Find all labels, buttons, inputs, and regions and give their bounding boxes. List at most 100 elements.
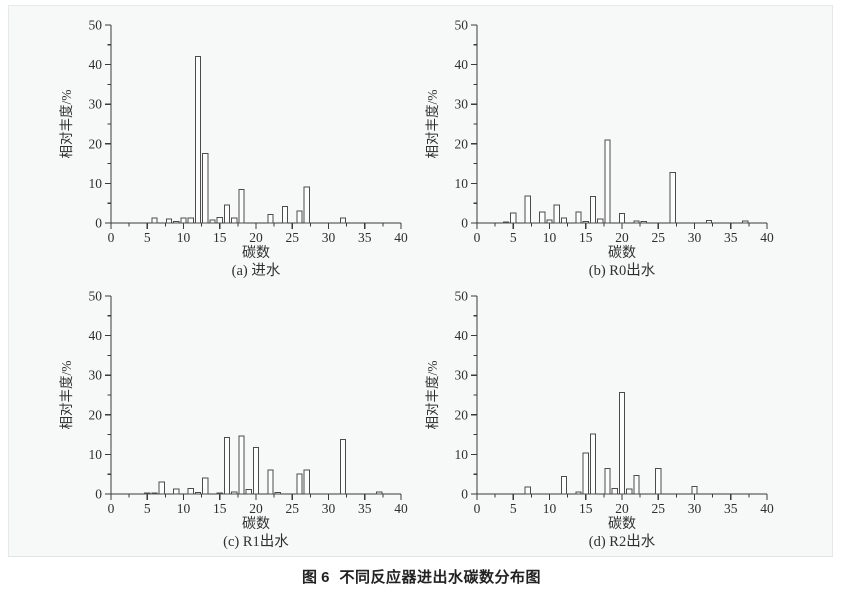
svg-text:35: 35 — [724, 230, 738, 245]
svg-text:20: 20 — [249, 230, 263, 245]
svg-text:40: 40 — [454, 57, 468, 72]
bar — [603, 467, 611, 495]
bar — [339, 438, 346, 495]
subplot-title: (b) R0出水 — [588, 262, 655, 279]
svg-text:20: 20 — [615, 501, 629, 516]
bar — [216, 492, 223, 495]
bar — [295, 473, 303, 495]
bars — [502, 139, 748, 224]
bar — [237, 189, 245, 224]
svg-text:20: 20 — [454, 407, 468, 422]
chart-d-r2-effluent: 0 5 10 15 20 25 30 35 40 0 10 20 30 40 50 碳数 相对丰度/% (d) R… — [425, 289, 774, 551]
svg-text:5: 5 — [143, 230, 150, 245]
bar — [194, 56, 201, 224]
subplot-title: (d) R2出水 — [588, 533, 655, 550]
svg-text:40: 40 — [760, 230, 774, 245]
bar — [611, 488, 618, 495]
bar — [741, 220, 748, 224]
svg-text:40: 40 — [454, 328, 468, 343]
tick-labels: 0 5 10 15 20 25 30 35 40 0 10 20 30 40 50 — [454, 18, 774, 246]
bar — [538, 211, 545, 224]
svg-text:15: 15 — [579, 230, 593, 245]
svg-text:5: 5 — [509, 501, 516, 516]
bar — [654, 467, 661, 495]
bar — [582, 220, 589, 224]
chart-c-r1-effluent: 0 5 10 15 20 25 30 35 40 0 10 20 30 40 50 碳数 相对丰度/% (c) R… — [59, 289, 408, 551]
y-axis-label: 相对丰度/% — [59, 361, 74, 430]
x-axis-label: 碳数 — [242, 516, 270, 532]
svg-text:15: 15 — [579, 501, 593, 516]
bar — [669, 171, 676, 224]
bar — [194, 491, 201, 495]
svg-text:35: 35 — [358, 230, 372, 245]
svg-text:0: 0 — [473, 501, 480, 516]
y-axis-label: 相对丰度/% — [59, 90, 74, 159]
bars — [150, 56, 346, 224]
svg-text:15: 15 — [213, 501, 227, 516]
tick-labels: 0 5 10 15 20 25 30 35 40 0 10 20 30 40 50 — [88, 289, 408, 517]
svg-text:30: 30 — [321, 230, 335, 245]
svg-text:35: 35 — [358, 501, 372, 516]
svg-text:0: 0 — [107, 501, 114, 516]
svg-text:35: 35 — [724, 501, 738, 516]
bar — [603, 139, 611, 224]
svg-text:10: 10 — [176, 230, 190, 245]
bar — [237, 435, 245, 495]
svg-text:25: 25 — [285, 501, 299, 516]
charts-grid: 0 5 10 15 20 25 30 35 40 0 10 20 30 40 50 碳数 相对丰度/% (a) 进… — [9, 6, 832, 551]
bar — [208, 219, 216, 224]
bar — [223, 436, 230, 495]
bar — [172, 220, 179, 224]
svg-text:0: 0 — [473, 230, 480, 245]
svg-text:50: 50 — [88, 18, 102, 33]
svg-text:10: 10 — [88, 176, 102, 191]
bar — [266, 469, 274, 495]
bar — [230, 217, 237, 224]
svg-text:30: 30 — [88, 97, 102, 112]
x-axis-label: 碳数 — [608, 245, 636, 261]
bar — [375, 491, 382, 495]
bar — [201, 477, 208, 495]
bar — [625, 488, 632, 495]
svg-text:40: 40 — [394, 230, 408, 245]
svg-text:20: 20 — [88, 136, 102, 151]
axes — [104, 24, 402, 229]
bar — [582, 452, 589, 495]
chart-b-r0-effluent: 0 5 10 15 20 25 30 35 40 0 10 20 30 40 50 碳数 相对丰度/% (b) R… — [425, 18, 774, 280]
bars — [143, 435, 382, 495]
bar — [502, 221, 509, 224]
svg-text:40: 40 — [760, 501, 774, 516]
svg-text:0: 0 — [461, 216, 468, 231]
svg-text:50: 50 — [88, 289, 102, 304]
bar — [245, 489, 252, 495]
bar — [596, 218, 603, 224]
svg-text:20: 20 — [88, 407, 102, 422]
x-axis-label: 碳数 — [608, 516, 636, 532]
bar — [618, 213, 625, 224]
bar — [553, 204, 560, 224]
figure-caption: 图 6 不同反应器进出水碳数分布图 — [0, 566, 843, 587]
bar — [281, 205, 288, 224]
bar — [266, 214, 274, 224]
svg-text:30: 30 — [687, 230, 701, 245]
svg-text:0: 0 — [95, 487, 102, 502]
svg-text:10: 10 — [454, 447, 468, 462]
tick-labels: 0 5 10 15 20 25 30 35 40 0 10 20 30 40 50 — [88, 18, 408, 246]
bar — [509, 212, 516, 224]
svg-text:30: 30 — [454, 97, 468, 112]
svg-text:25: 25 — [651, 230, 665, 245]
svg-text:40: 40 — [88, 328, 102, 343]
bar — [165, 218, 172, 224]
subplot-title: (a) 进水 — [231, 262, 280, 279]
bar — [179, 217, 187, 224]
svg-text:20: 20 — [615, 230, 629, 245]
svg-text:30: 30 — [687, 501, 701, 516]
bar — [690, 486, 698, 495]
bar — [574, 211, 582, 224]
bar — [274, 491, 281, 495]
tick-labels: 0 5 10 15 20 25 30 35 40 0 10 20 30 40 50 — [454, 289, 774, 517]
bars — [524, 392, 698, 495]
bar — [230, 491, 237, 495]
svg-text:50: 50 — [454, 18, 468, 33]
bar — [201, 153, 208, 224]
